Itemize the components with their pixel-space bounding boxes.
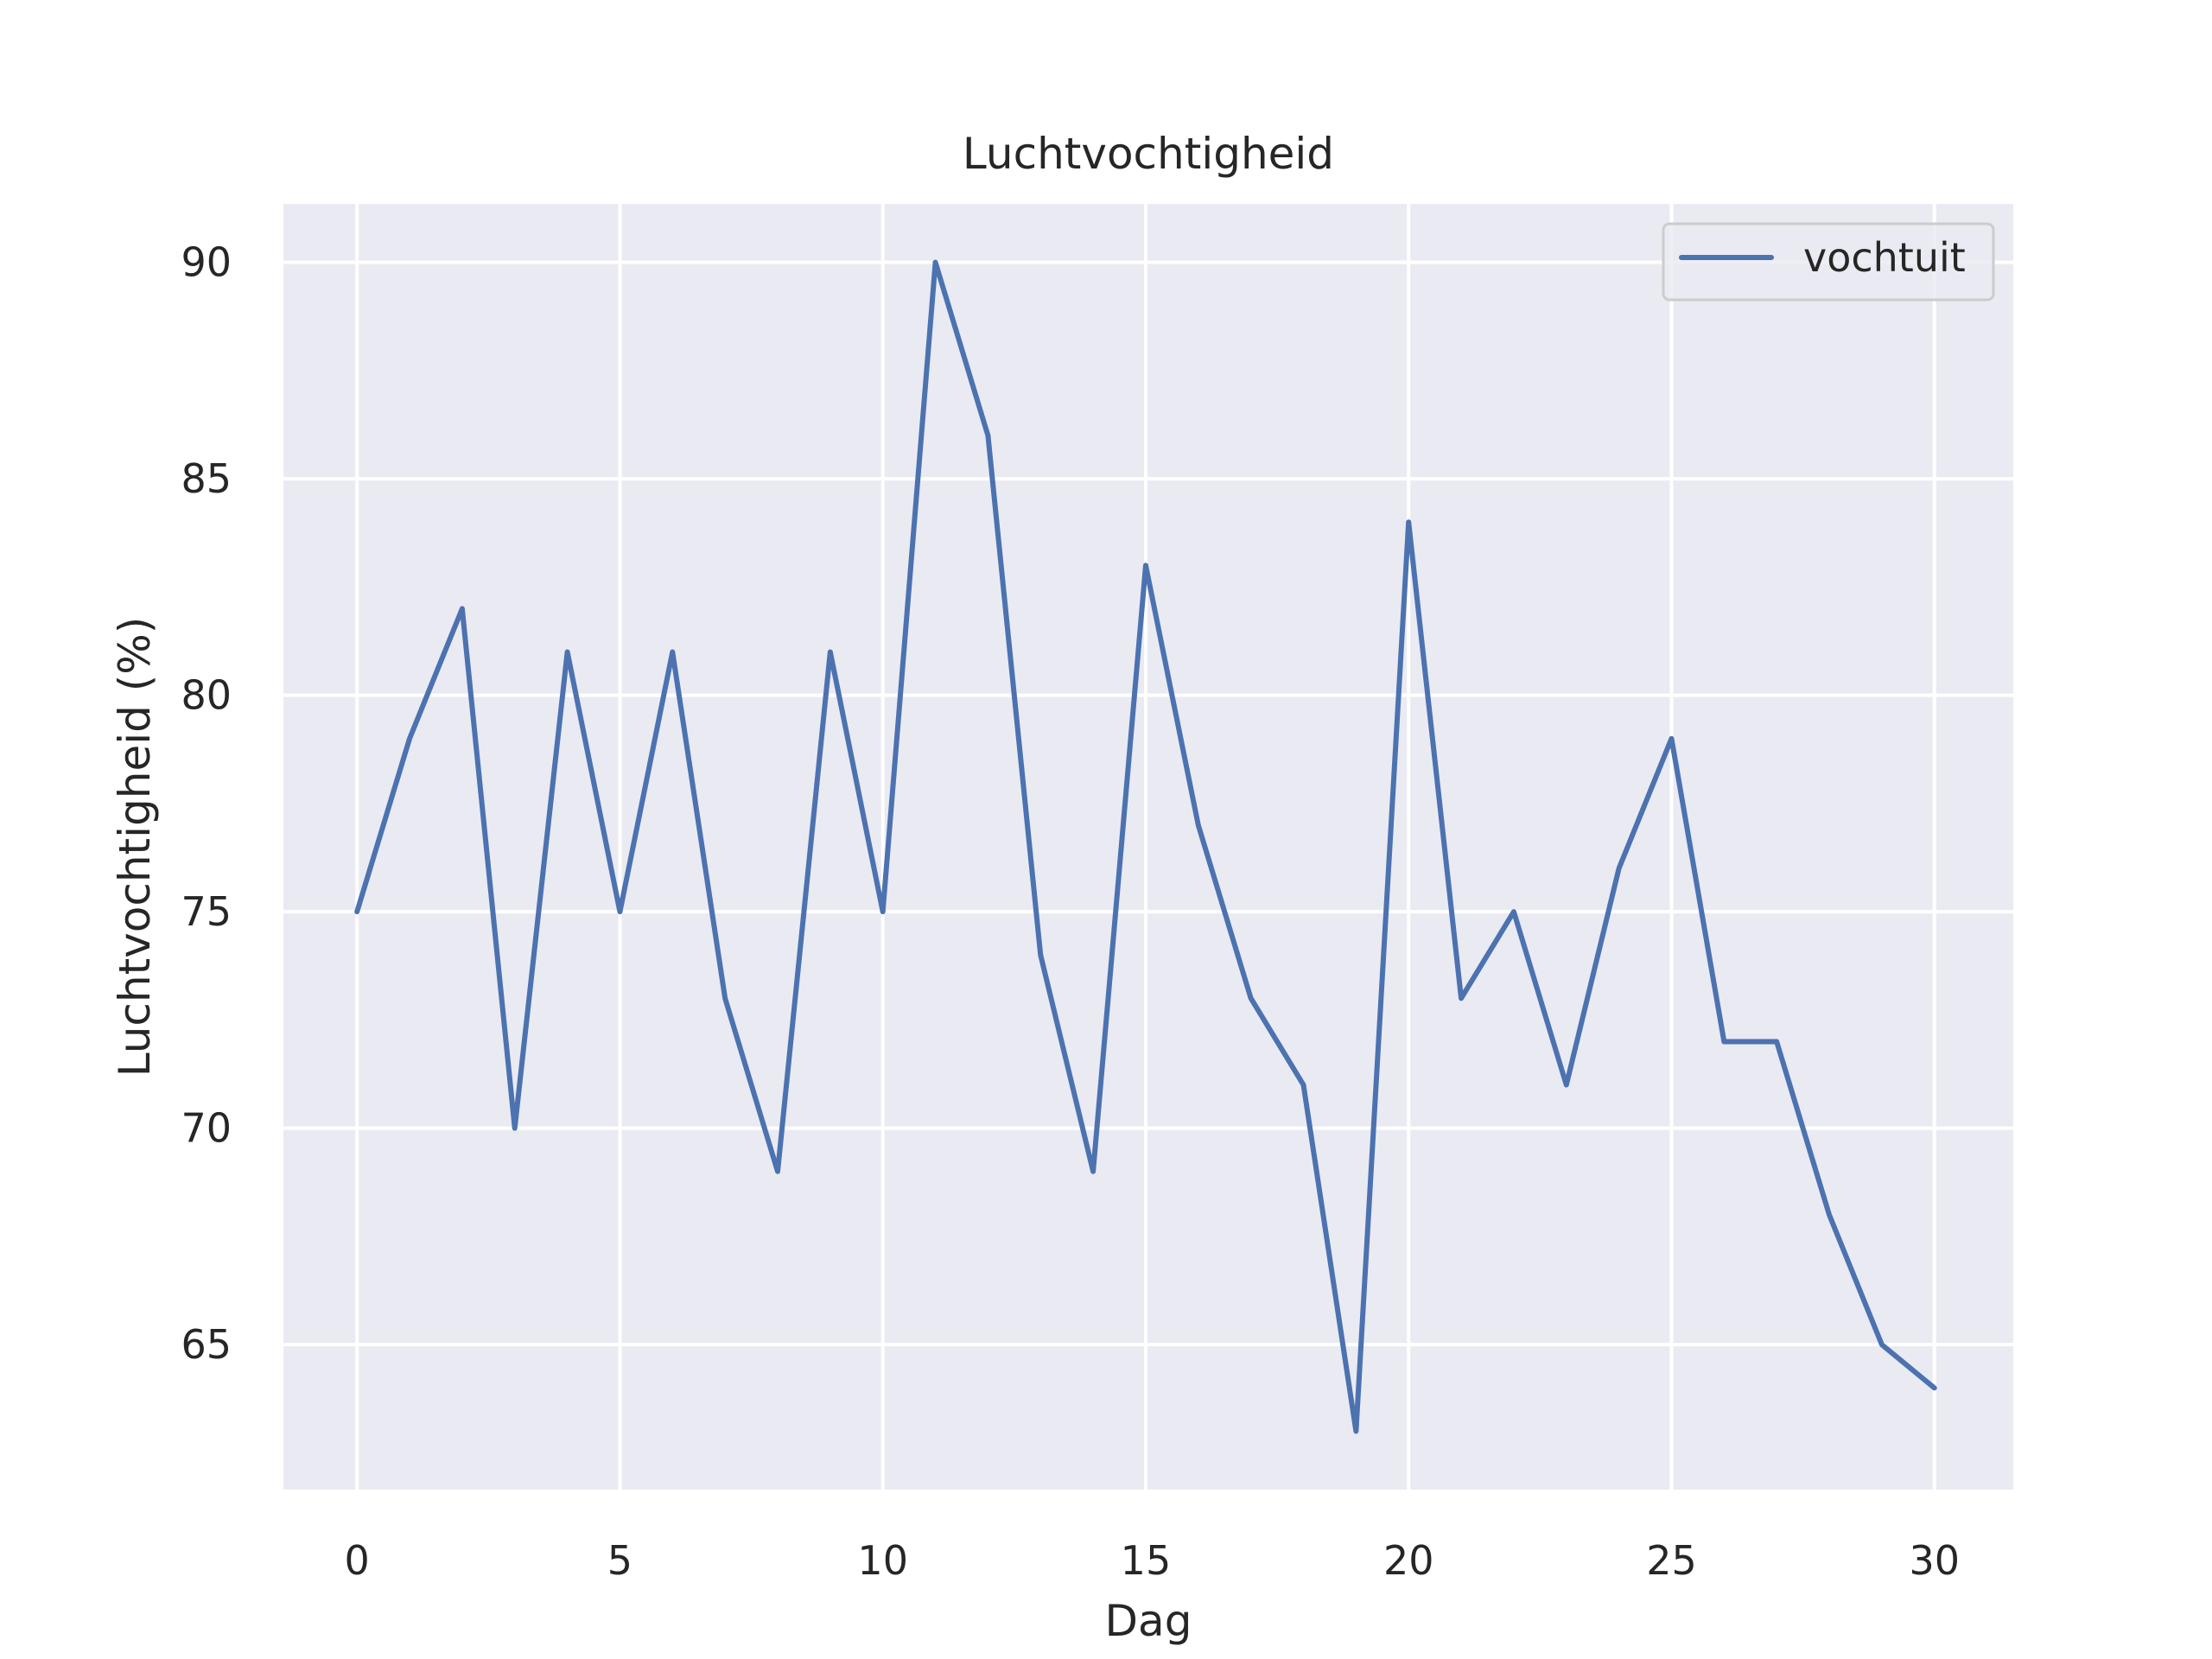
data-point bbox=[1723, 1040, 1725, 1042]
x-tick-label: 5 bbox=[607, 1537, 632, 1584]
x-tick-label: 15 bbox=[1121, 1537, 1172, 1584]
data-point bbox=[1828, 1214, 1830, 1216]
y-tick-label: 75 bbox=[181, 888, 232, 935]
chart-title: Luchtvochtigheid bbox=[963, 129, 1334, 179]
data-point bbox=[1934, 1387, 1936, 1389]
legend: vochtuit bbox=[1662, 222, 1995, 302]
plot-area bbox=[283, 204, 2013, 1490]
x-tick-label: 20 bbox=[1383, 1537, 1434, 1584]
data-point bbox=[1881, 1344, 1883, 1345]
x-gridlines bbox=[355, 204, 1936, 1490]
y-gridlines bbox=[283, 260, 2013, 1347]
x-tick-label: 25 bbox=[1646, 1537, 1697, 1584]
data-point bbox=[461, 607, 463, 609]
data-point bbox=[1460, 997, 1462, 999]
y-tick-labels: 65 70 75 80 85 90 bbox=[181, 239, 232, 1369]
y-tick-label: 70 bbox=[181, 1105, 232, 1152]
y-tick-label: 90 bbox=[181, 239, 232, 286]
y-tick-label: 85 bbox=[181, 455, 232, 502]
x-axis-label: Dag bbox=[1105, 1596, 1192, 1646]
data-point bbox=[1355, 1430, 1357, 1432]
x-tick-label: 30 bbox=[1909, 1537, 1960, 1584]
data-point bbox=[1566, 1084, 1567, 1086]
y-tick-label: 80 bbox=[181, 672, 232, 719]
data-point bbox=[724, 997, 726, 999]
data-point bbox=[1670, 738, 1672, 740]
x-tick-labels: 0 5 10 15 20 25 30 bbox=[345, 1537, 1960, 1584]
x-tick-label: 0 bbox=[345, 1537, 370, 1584]
data-point bbox=[1250, 997, 1252, 999]
x-tick-label: 10 bbox=[857, 1537, 908, 1584]
data-point bbox=[1408, 521, 1409, 523]
data-point bbox=[777, 1171, 779, 1173]
data-point bbox=[1303, 1084, 1305, 1086]
data-point bbox=[1092, 1171, 1094, 1173]
data-point bbox=[1039, 954, 1041, 956]
y-axis-label: Luchtvochtigheid (%) bbox=[110, 617, 160, 1077]
data-point bbox=[935, 262, 937, 264]
data-point bbox=[1145, 564, 1147, 566]
y-tick-label: 65 bbox=[181, 1321, 232, 1368]
series-layer bbox=[354, 259, 1937, 1434]
legend-box bbox=[1662, 222, 1995, 302]
legend-label: vochtuit bbox=[1803, 234, 1966, 281]
data-point bbox=[1618, 868, 1620, 869]
